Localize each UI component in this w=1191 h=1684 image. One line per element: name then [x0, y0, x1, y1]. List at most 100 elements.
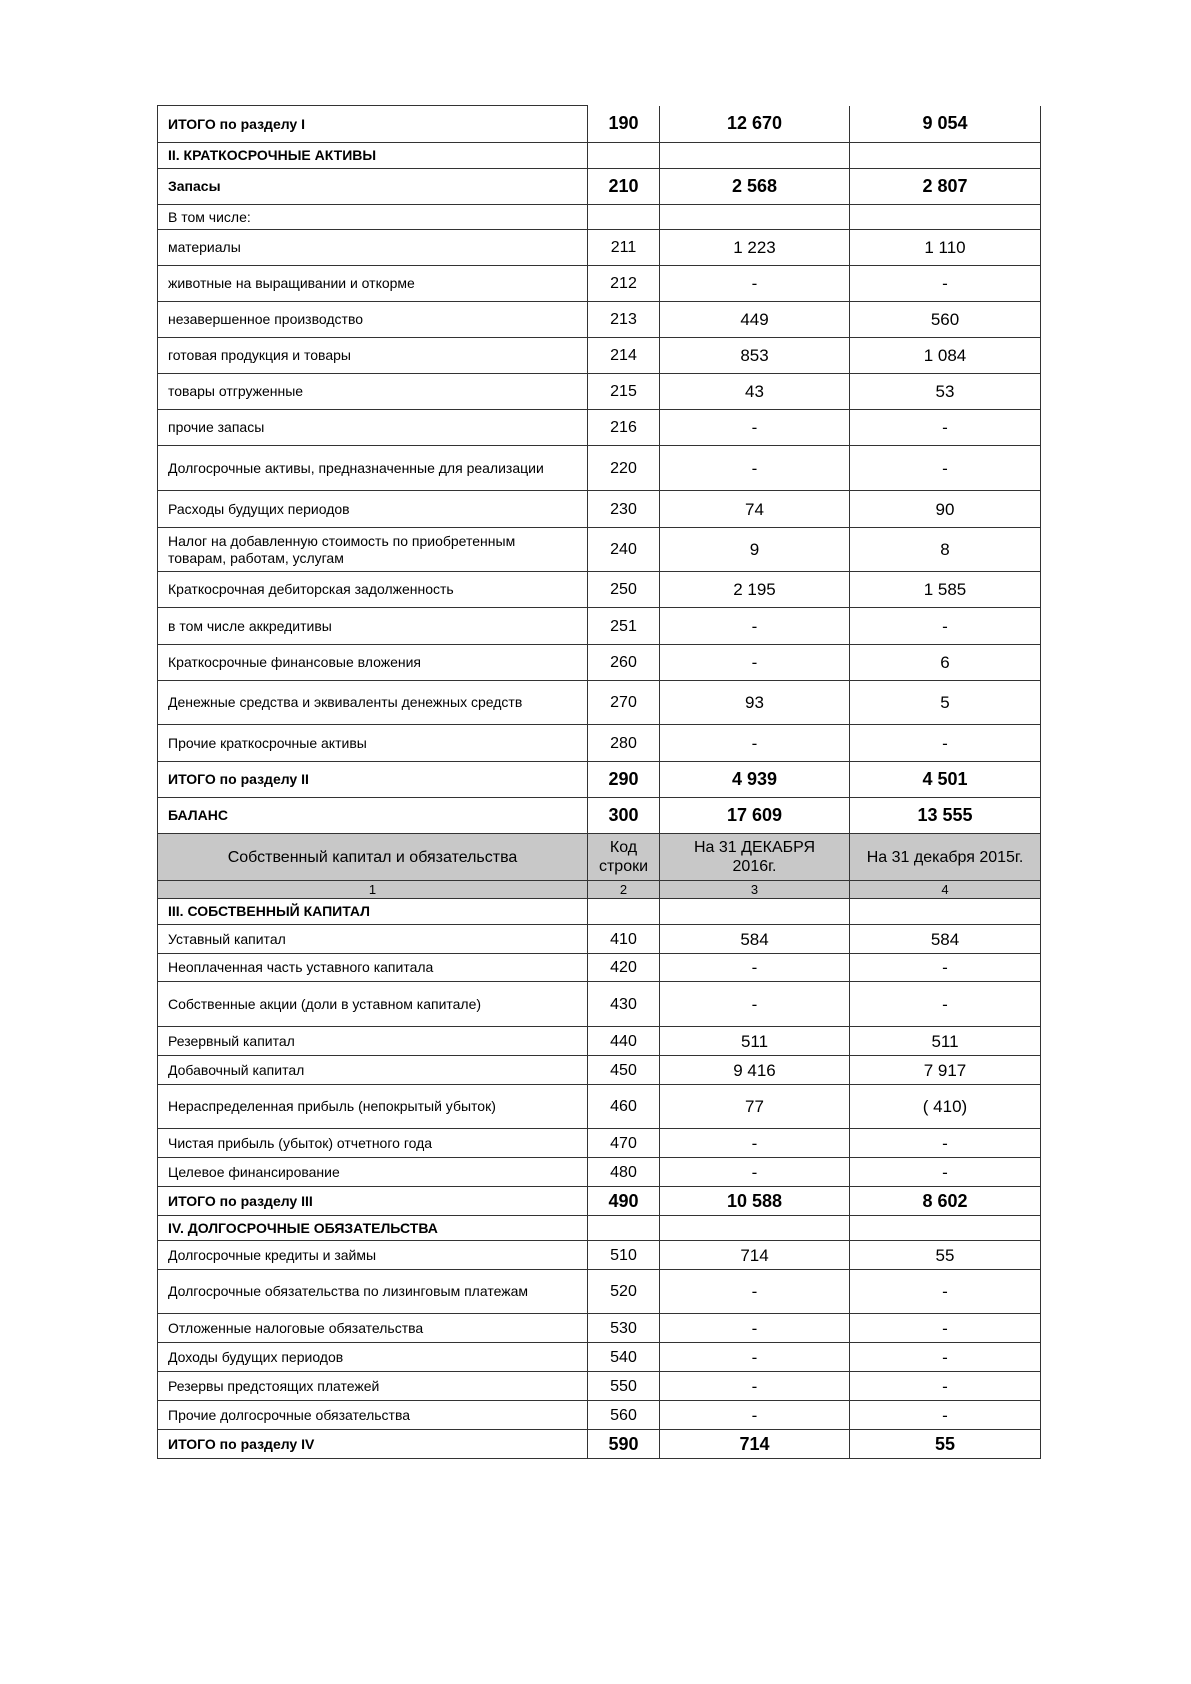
header-col4: На 31 декабря 2015г.: [849, 833, 1041, 881]
balance-sheet-table: ИТОГО по разделу I 190 12 670 9 054 II. КРАТ…: [157, 105, 1041, 1459]
value-2015: 53: [849, 373, 1041, 410]
value-2015: [849, 142, 1041, 169]
value-2015: 90: [849, 490, 1041, 528]
table-row: Прочие краткосрочные активы 280- -: [157, 724, 1041, 762]
value-2015: [849, 1215, 1041, 1241]
table-row: БАЛАНС 300 17 609 13 555: [157, 797, 1041, 834]
table-row: В том числе:: [157, 204, 1041, 230]
value-2015: 8: [849, 527, 1041, 572]
value-2016: -: [659, 981, 850, 1027]
table-row: ИТОГО по разделу IV 590 714 55: [157, 1429, 1041, 1459]
row-code: 300: [587, 797, 660, 834]
table-row: готовая продукция и товары 214 853 1 084: [157, 337, 1041, 374]
table-row: Запасы 210 2 568 2 807: [157, 168, 1041, 205]
header-col1: Собственный капитал и обязательства: [157, 833, 588, 881]
row-label: Денежные средства и эквиваленты денежных…: [157, 680, 588, 725]
row-code: 240: [587, 527, 660, 572]
value-2016: -: [659, 1157, 850, 1187]
row-code: [587, 898, 660, 925]
table-row: Собственные акции (доли в уставном капит…: [157, 981, 1041, 1027]
row-label: прочие запасы: [157, 409, 588, 446]
value-2016: -: [659, 724, 850, 762]
value-2015: 55: [849, 1429, 1041, 1459]
value-2015: [849, 204, 1041, 230]
row-code: 560: [587, 1400, 660, 1430]
value-2016: 12 670: [659, 105, 850, 143]
table-row: Долгосрочные обязательства по лизинговым…: [157, 1269, 1041, 1314]
row-label: Неоплаченная часть уставного капитала: [157, 953, 588, 982]
row-code: 420: [587, 953, 660, 982]
row-code: 251: [587, 607, 660, 645]
value-2015: -: [849, 1269, 1041, 1314]
table-header: Собственный капитал и обязательства Код …: [157, 833, 1041, 899]
row-code: 540: [587, 1342, 660, 1372]
row-code: 490: [587, 1186, 660, 1216]
table-row: Нераспределенная прибыль (непокрытый убы…: [157, 1084, 1041, 1129]
row-code: 440: [587, 1026, 660, 1056]
row-code: 230: [587, 490, 660, 528]
row-code: 550: [587, 1371, 660, 1401]
value-2016: 9 416: [659, 1055, 850, 1085]
row-label: Краткосрочная дебиторская задолженность: [157, 571, 588, 608]
header-numbers-row: 1 2 3 4: [157, 880, 1041, 899]
row-label: Уставный капитал: [157, 924, 588, 954]
table-row: Денежные средства и эквиваленты денежных…: [157, 680, 1041, 725]
row-code: 270: [587, 680, 660, 725]
header-col3: На 31 ДЕКАБРЯ 2016г.: [659, 833, 850, 881]
table-row: Чистая прибыль (убыток) отчетного года 47…: [157, 1128, 1041, 1158]
row-code: 280: [587, 724, 660, 762]
value-2016: 511: [659, 1026, 850, 1056]
value-2016: -: [659, 445, 850, 491]
row-code: 216: [587, 409, 660, 446]
row-label: Собственные акции (доли в уставном капит…: [157, 981, 588, 1027]
value-2016: [659, 898, 850, 925]
row-label: БАЛАНС: [157, 797, 588, 834]
row-code: 213: [587, 301, 660, 338]
row-label: Целевое финансирование: [157, 1157, 588, 1187]
value-2016: 1 223: [659, 229, 850, 266]
row-label: Долгосрочные обязательства по лизинговым…: [157, 1269, 588, 1314]
row-code: 460: [587, 1084, 660, 1129]
value-2016: 449: [659, 301, 850, 338]
value-2015: 511: [849, 1026, 1041, 1056]
table-row: Резервный капитал 440 511 511: [157, 1026, 1041, 1056]
header-num4: 4: [849, 880, 1041, 899]
table-row: Целевое финансирование 480- -: [157, 1157, 1041, 1187]
value-2016: 853: [659, 337, 850, 374]
table-row: Доходы будущих периодов 540- -: [157, 1342, 1041, 1372]
value-2016: 2 195: [659, 571, 850, 608]
row-code: 520: [587, 1269, 660, 1314]
row-label: Резервный капитал: [157, 1026, 588, 1056]
table-row: Краткосрочные финансовые вложения 260-6: [157, 644, 1041, 681]
value-2015: -: [849, 1371, 1041, 1401]
liabilities-section: III. СОБСТВЕННЫЙ КАПИТАЛ Уставный капитал…: [157, 898, 1041, 1459]
value-2016: -: [659, 265, 850, 302]
value-2015: -: [849, 981, 1041, 1027]
value-2015: [849, 898, 1041, 925]
header-row: Собственный капитал и обязательства Код …: [157, 833, 1041, 881]
value-2016: -: [659, 607, 850, 645]
value-2015: -: [849, 1157, 1041, 1187]
row-label: Чистая прибыль (убыток) отчетного года: [157, 1128, 588, 1158]
assets-section: ИТОГО по разделу I 190 12 670 9 054 II. КРАТ…: [157, 105, 1041, 834]
row-label: готовая продукция и товары: [157, 337, 588, 374]
row-code: 450: [587, 1055, 660, 1085]
header-num3: 3: [659, 880, 850, 899]
table-row: прочие запасы 216- -: [157, 409, 1041, 446]
value-2016: 2 568: [659, 168, 850, 205]
table-row: в том числе аккредитивы 251- -: [157, 607, 1041, 645]
row-label: Доходы будущих периодов: [157, 1342, 588, 1372]
table-row: животные на выращивании и откорме 212- -: [157, 265, 1041, 302]
value-2016: [659, 1215, 850, 1241]
value-2015: -: [849, 724, 1041, 762]
row-code: [587, 1215, 660, 1241]
value-2015: -: [849, 1342, 1041, 1372]
row-label: Краткосрочные финансовые вложения: [157, 644, 588, 681]
value-2016: -: [659, 1371, 850, 1401]
section-heading-row: IV. ДОЛГОСРОЧНЫЕ ОБЯЗАТЕЛЬСТВА: [157, 1215, 1041, 1241]
value-2015: 5: [849, 680, 1041, 725]
row-label: ИТОГО по разделу I: [157, 105, 588, 143]
table-row: Расходы будущих периодов 230 74 90: [157, 490, 1041, 528]
section-heading-row: II. КРАТКОСРОЧНЫЕ АКТИВЫ: [157, 142, 1041, 169]
row-label: Добавочный капитал: [157, 1055, 588, 1085]
